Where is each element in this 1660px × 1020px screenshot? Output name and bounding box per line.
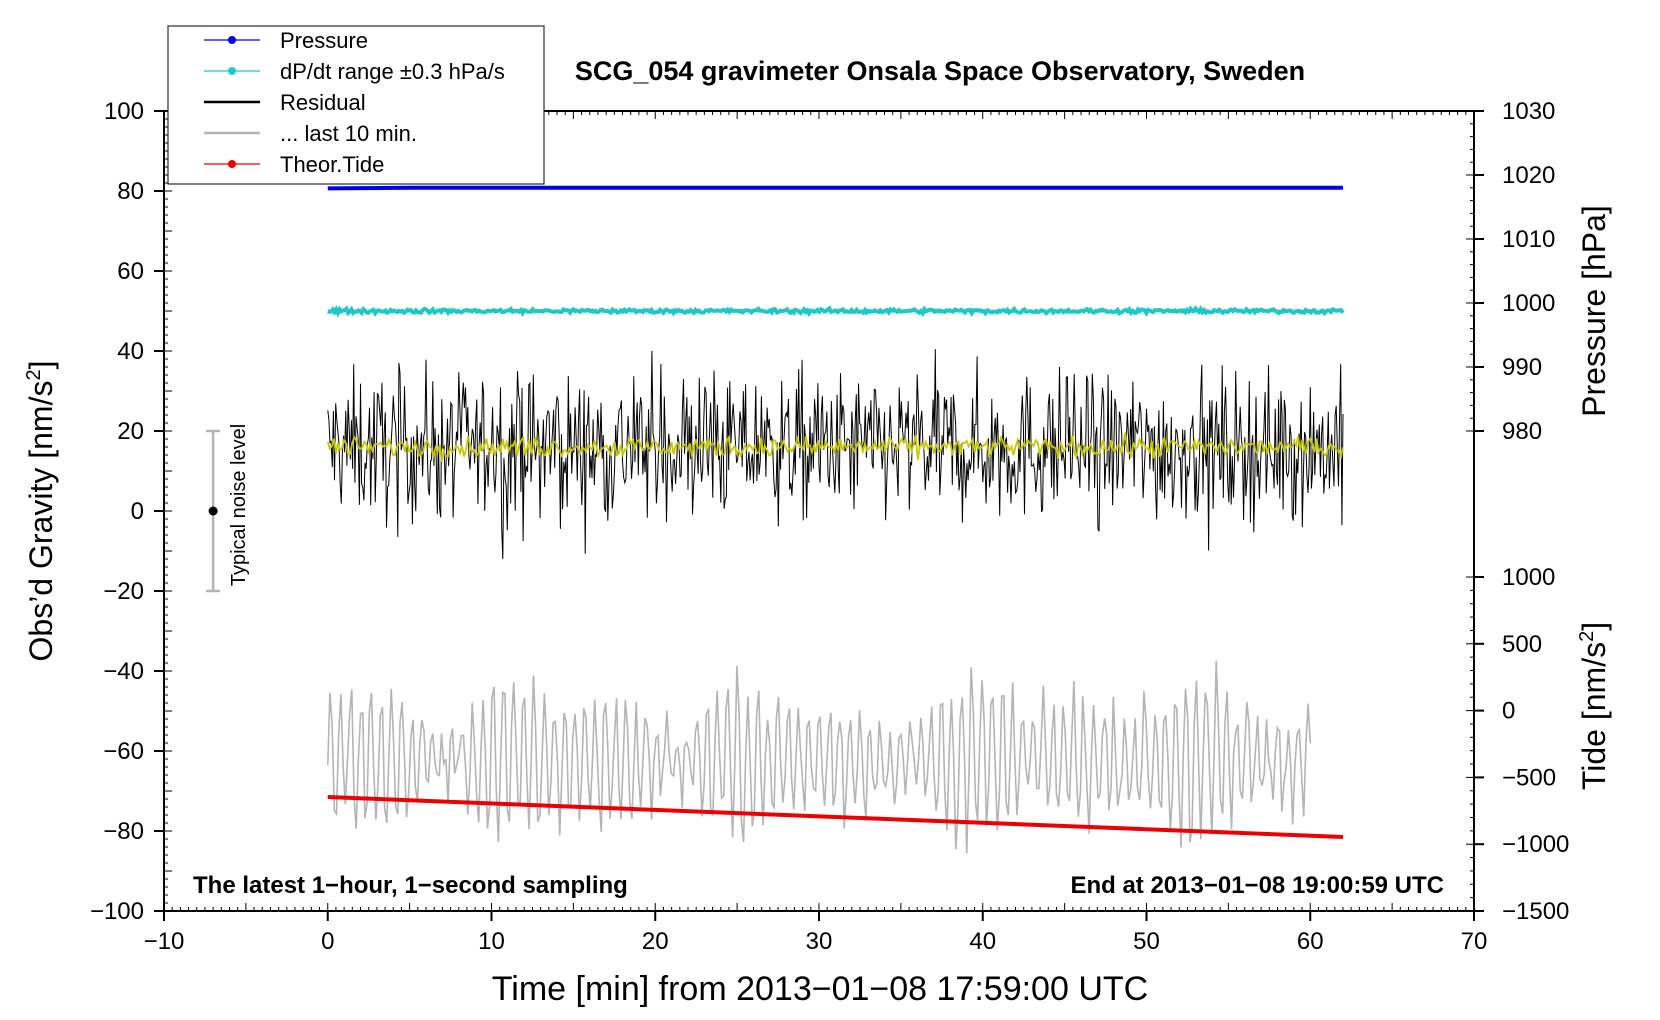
x-axis-label: Time [min] from 2013−01−08 17:59:00 UTC xyxy=(492,970,1148,1008)
pressure-line xyxy=(327,185,1343,191)
pressure-tick-label: 1000 xyxy=(1502,290,1555,317)
y-axis-label-tide: Tide [nm/s2] xyxy=(1576,622,1612,790)
x-tick-label: 50 xyxy=(1133,928,1160,955)
tide-tick-label: 500 xyxy=(1502,631,1542,658)
y-tick-label: 0 xyxy=(131,498,144,525)
legend: Pressure dP/dt range ±0.3 hPa/s Residual..… xyxy=(167,25,545,185)
y-axis-label-tide-sup: 2 xyxy=(1576,631,1598,642)
tide-line xyxy=(327,795,1344,839)
series-residual xyxy=(327,349,1344,560)
y-axis-label-left-text: Obs’d Gravity [nm/s xyxy=(23,381,59,662)
x-tick-label: 60 xyxy=(1297,928,1324,955)
x-tick-label: 0 xyxy=(321,928,334,955)
x-tick-label: 70 xyxy=(1461,928,1488,955)
y-axis-pressure: 1030 1020 1010 1000 990 980 xyxy=(1474,98,1555,445)
pressure-tick-label: 980 xyxy=(1502,418,1542,445)
residual-line xyxy=(327,349,1344,560)
pressure-tick-label: 1020 xyxy=(1502,162,1555,189)
noise-indicator xyxy=(206,429,221,593)
pressure-tick-label: 1030 xyxy=(1502,98,1555,125)
tide-tick-label: −500 xyxy=(1502,764,1556,791)
y-axis-left: 100 80 60 40 20 0 −20 −40 −60 −80 −100 xyxy=(90,98,164,925)
series-last-10-min xyxy=(327,660,1312,854)
y-tick-label: 40 xyxy=(117,338,144,365)
y-tick-label: 60 xyxy=(117,258,144,285)
y-axis-label-tide-text: Tide [nm/s xyxy=(1576,642,1612,790)
series-theor-tide xyxy=(327,795,1344,839)
legend-box xyxy=(167,25,545,185)
smoothed-line xyxy=(326,432,1344,462)
y-tick-label: −20 xyxy=(103,578,144,605)
y-axis-label-left-sup: 2 xyxy=(23,369,45,380)
x-tick-label: 20 xyxy=(642,928,669,955)
y-tick-label: 100 xyxy=(104,98,144,125)
legend-label: Theor.Tide xyxy=(280,152,384,177)
series-residual-smoothed xyxy=(326,432,1344,462)
y-axis-tide: 1000 500 0 −500 −1000 −1500 xyxy=(1474,564,1569,925)
x-axis: −10 0 10 20 30 40 50 60 70 xyxy=(144,911,1488,955)
tide-tick-label: −1500 xyxy=(1502,898,1569,925)
y-tick-label: −40 xyxy=(103,658,144,685)
tide-tick-label: −1000 xyxy=(1502,831,1569,858)
legend-swatch-marker xyxy=(228,67,236,75)
legend-label: Pressure xyxy=(280,28,368,53)
y-tick-label: −100 xyxy=(90,898,144,925)
tide-tick-label: 1000 xyxy=(1502,564,1555,591)
minor-ticks xyxy=(163,110,1475,912)
y-axis-label-left: Obs’d Gravity [nm/s2] xyxy=(23,361,59,662)
legend-swatch-marker xyxy=(228,160,236,168)
dpdt-line xyxy=(327,305,1345,318)
y-tick-label: 80 xyxy=(117,178,144,205)
x-tick-label: 10 xyxy=(478,928,505,955)
annotation-bottom-left: The latest 1−hour, 1−second sampling xyxy=(193,872,628,899)
pressure-tick-label: 990 xyxy=(1502,354,1542,381)
y-axis-label-left-end: ] xyxy=(23,361,59,370)
series-dpdt-range xyxy=(327,305,1345,318)
y-axis-label-tide-end: ] xyxy=(1576,622,1612,631)
y-axis-label-pressure: Pressure [hPa] xyxy=(1576,205,1612,417)
noise-label: Typical noise level xyxy=(228,424,250,586)
x-tick-label: −10 xyxy=(144,928,185,955)
y-tick-label: 20 xyxy=(117,418,144,445)
y-tick-label: −60 xyxy=(103,738,144,765)
tide-tick-label: 0 xyxy=(1502,698,1515,725)
legend-label: dP/dt range ±0.3 hPa/s xyxy=(280,59,505,84)
legend-label: ... last 10 min. xyxy=(280,121,417,146)
x-tick-label: 30 xyxy=(806,928,833,955)
pressure-tick-label: 1010 xyxy=(1502,226,1555,253)
noise-center-dot xyxy=(208,506,218,516)
legend-label: Residual xyxy=(280,90,366,115)
series-pressure xyxy=(327,185,1343,191)
legend-swatch-marker xyxy=(228,36,236,44)
x-tick-label: 40 xyxy=(969,928,996,955)
chart-title: SCG_054 gravimeter Onsala Space Observat… xyxy=(575,56,1305,86)
last-10-min-line xyxy=(327,660,1312,854)
annotation-bottom-right: End at 2013−01−08 19:00:59 UTC xyxy=(1070,872,1444,899)
y-tick-label: −80 xyxy=(103,818,144,845)
